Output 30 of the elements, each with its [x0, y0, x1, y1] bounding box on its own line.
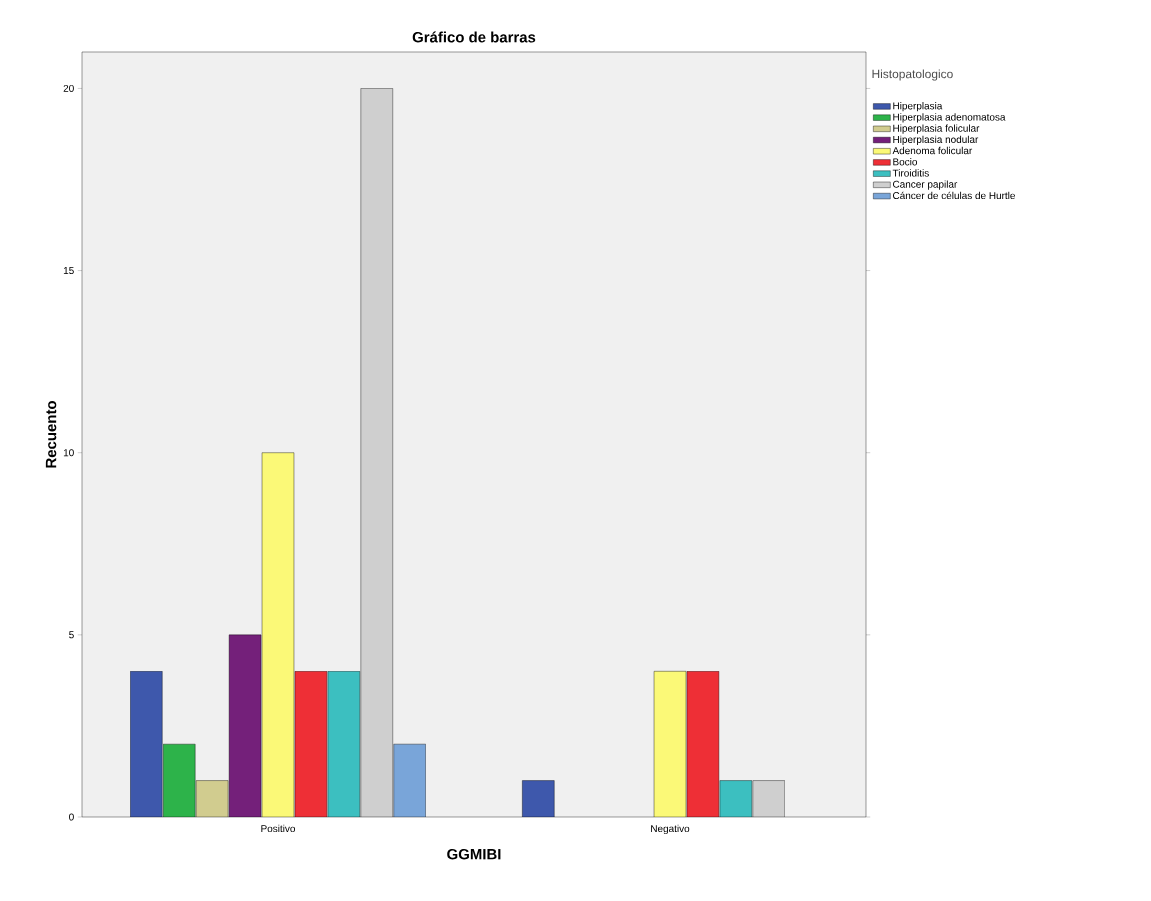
y-tick-label: 5 [69, 631, 74, 639]
legend-label: Hiperplasia [893, 102, 943, 112]
bar [327, 671, 361, 817]
legend-label: Cáncer de células de Hurtle [893, 191, 1015, 200]
legend-label: Adenoma folicular [892, 146, 973, 155]
bar [653, 671, 687, 817]
y-axis-title: Recuento [45, 401, 57, 468]
x-tick-label: Negativo [651, 824, 690, 835]
bar [130, 671, 163, 817]
bar [719, 780, 753, 817]
legend-label: Hiperplasia adenomatosa [893, 113, 1006, 123]
chart-title: Gráfico de barras [412, 31, 536, 43]
y-tick-label: 10 [63, 449, 74, 457]
legend-label: Tiroiditis [892, 169, 929, 177]
legend-label: Hiperplasia folicular [893, 124, 980, 134]
y-tick-label: 0 [69, 813, 74, 821]
bar [522, 780, 555, 817]
legend-label: Bocio [893, 158, 918, 166]
bar [261, 452, 295, 817]
legend-title: Histopatologico [872, 69, 953, 81]
bar [360, 88, 393, 817]
x-tick-label: Positivo [261, 824, 296, 833]
legend-label: Cancer papilar [893, 180, 958, 190]
y-tick-label: 15 [63, 267, 74, 275]
legend-label: Hiperplasia nodular [893, 135, 979, 145]
bar [294, 671, 328, 817]
y-tick-label: 20 [63, 84, 74, 92]
bar [752, 780, 785, 817]
x-axis-title: GGMIBI [447, 848, 501, 860]
bar [686, 671, 720, 817]
